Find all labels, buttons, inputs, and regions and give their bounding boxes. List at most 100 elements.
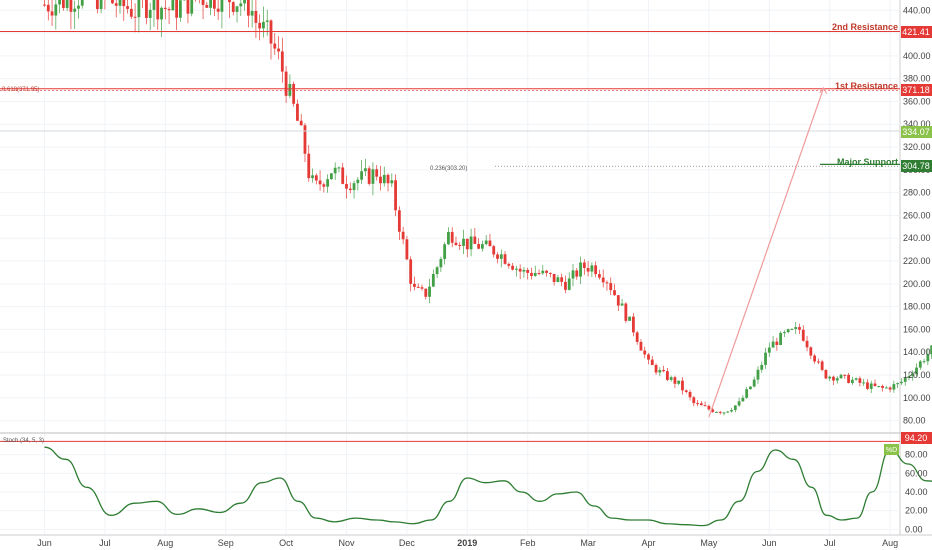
candle-body — [235, 6, 239, 12]
candle-body — [58, 0, 61, 5]
candle-body — [518, 268, 522, 272]
candle-body — [624, 303, 628, 321]
candle-body — [228, 0, 231, 3]
candle-body — [601, 277, 605, 283]
price-tick-label: 100.00 — [903, 393, 931, 403]
stoch-d-badge: %D — [884, 444, 899, 455]
candle-body — [582, 262, 586, 268]
candle-body — [163, 7, 167, 9]
candle-body — [277, 48, 280, 52]
svg-text:94.20: 94.20 — [905, 433, 928, 443]
candle-body — [390, 180, 394, 184]
candle-body — [122, 0, 126, 7]
candle-body — [756, 369, 760, 380]
candle-body — [296, 103, 299, 121]
candle-body — [858, 378, 862, 383]
candle-body — [801, 329, 805, 341]
candle-body — [205, 4, 209, 8]
candle-body — [847, 374, 850, 383]
candle-body — [900, 381, 903, 384]
time-tick-label: Nov — [338, 538, 355, 548]
candle-body — [775, 341, 779, 345]
candle-body — [363, 168, 367, 172]
candle-body — [790, 329, 794, 331]
candle-body — [409, 259, 413, 284]
time-tick-label: Aug — [157, 538, 173, 548]
price-tick-label: 200.00 — [903, 279, 931, 289]
fib-618-label: 0.618(371.95) — [2, 87, 39, 93]
candle-body — [212, 0, 216, 9]
candle-body — [571, 270, 575, 279]
candle-body — [314, 175, 318, 181]
candle-body — [69, 0, 73, 12]
stoch-tick-label: 0.00 — [905, 524, 923, 534]
candle-body — [760, 364, 764, 370]
candle-body — [749, 386, 752, 390]
time-tick-label: Apr — [641, 538, 655, 548]
candle-body — [866, 382, 869, 389]
candle-body — [903, 377, 907, 382]
candle-body — [835, 378, 839, 381]
candle-body — [881, 385, 884, 388]
stoch-tick-label: 40.00 — [905, 487, 928, 497]
time-tick-label: Sep — [218, 538, 234, 548]
candle-body — [673, 377, 677, 384]
candle-body — [594, 265, 598, 275]
candle-body — [884, 387, 888, 389]
support-label: Major Support — [837, 157, 898, 167]
candle-body — [816, 361, 820, 363]
fib-projection-arrowhead — [819, 86, 828, 94]
time-tick-label: Oct — [279, 538, 294, 548]
price-tick-label: 80.00 — [903, 416, 926, 426]
candle-body — [684, 390, 688, 392]
candle-body — [439, 258, 443, 268]
candle-body — [428, 286, 431, 297]
candle-body — [477, 243, 481, 249]
candle-body — [303, 125, 307, 154]
resistance-2-tag: 421.41 — [901, 26, 932, 38]
candle-body — [688, 391, 692, 398]
price-tick-label: 400.00 — [903, 51, 931, 61]
candle-body — [560, 277, 564, 282]
candle-body — [628, 316, 632, 321]
price-tick-label: 360.00 — [903, 96, 931, 106]
candle-body — [481, 244, 484, 249]
candle-body — [643, 350, 647, 355]
candle-body — [43, 4, 46, 6]
candle-body — [507, 263, 511, 266]
price-tick-label: 240.00 — [903, 233, 931, 243]
candle-body — [65, 0, 69, 8]
candle-body — [484, 240, 488, 245]
candle-body — [620, 303, 624, 306]
candle-body — [556, 277, 560, 282]
candle-body — [752, 379, 756, 387]
candle-body — [609, 283, 613, 291]
candle-body — [137, 0, 141, 18]
candle-body — [850, 379, 854, 383]
candle-body — [854, 378, 858, 380]
candle-body — [911, 374, 915, 377]
main-pane — [0, 0, 900, 432]
candle-body — [843, 374, 847, 376]
candle-body — [413, 283, 416, 287]
candle-body — [424, 288, 428, 297]
candle-body — [654, 365, 658, 373]
candle-body — [545, 270, 548, 273]
candle-body — [348, 188, 352, 191]
candle-body — [530, 272, 533, 276]
candle-body — [375, 169, 379, 177]
candle-body — [907, 376, 911, 378]
stochastic-indicator — [0, 440, 932, 527]
candle-body — [179, 0, 182, 18]
fib-projection-line — [708, 87, 825, 418]
price-tick-label: 320.00 — [903, 142, 931, 152]
candle-body — [126, 6, 129, 9]
candle-body — [764, 352, 767, 365]
stoch-label: Stoch (34, 5, 3) — [3, 438, 44, 444]
candle-body — [246, 0, 250, 16]
candle-body — [231, 2, 235, 12]
candle-body — [665, 371, 669, 380]
candle-body — [171, 0, 175, 11]
candle-body — [269, 20, 273, 44]
